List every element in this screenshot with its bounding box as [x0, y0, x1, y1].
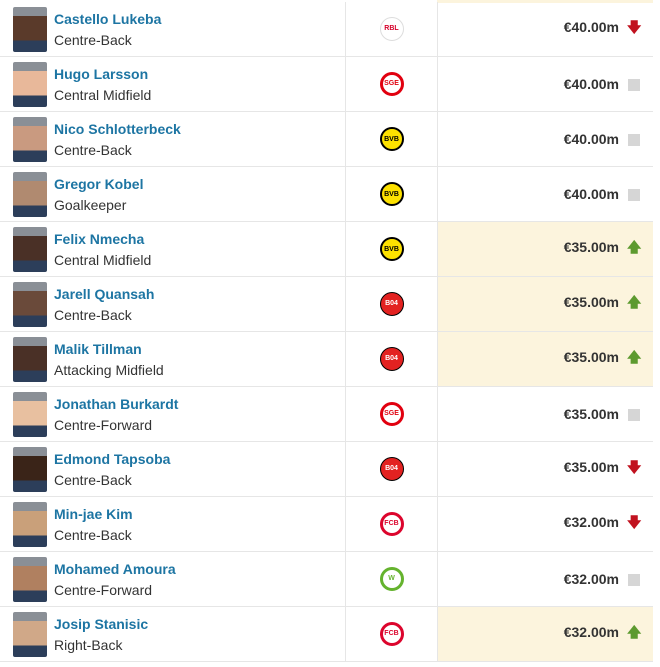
player-position: Central Midfield: [54, 86, 152, 103]
market-value[interactable]: €35.00m: [563, 406, 619, 422]
player-row: Malik Tillman Attacking Midfield B04 €35…: [0, 331, 653, 387]
market-value[interactable]: €35.00m: [563, 349, 619, 365]
market-value[interactable]: €40.00m: [563, 76, 619, 92]
player-row: Jonathan Burkardt Centre-Forward SGE €35…: [0, 386, 653, 442]
market-value[interactable]: €40.00m: [563, 186, 619, 202]
player-name-link[interactable]: Josip Stanisic: [54, 615, 149, 632]
player-row: Josip Stanisic Right-Back FCB €32.00m 🡅: [0, 606, 653, 662]
club-crest-icon[interactable]: BVB: [379, 237, 404, 261]
market-value[interactable]: €40.00m: [563, 19, 619, 35]
player-position: Centre-Back: [54, 526, 132, 543]
trend-unchanged-icon: [628, 189, 640, 202]
player-photo[interactable]: [13, 281, 47, 327]
player-photo[interactable]: [13, 391, 47, 437]
player-row: Mohamed Amoura Centre-Forward W €32.00m: [0, 551, 653, 607]
market-value[interactable]: €35.00m: [563, 294, 619, 310]
player-row: Min-jae Kim Centre-Back FCB €32.00m 🡇: [0, 496, 653, 552]
player-position: Central Midfield: [54, 251, 152, 268]
player-name-link[interactable]: Min-jae Kim: [54, 505, 133, 522]
club-crest-icon[interactable]: FCB: [379, 512, 404, 536]
player-name-link[interactable]: Felix Nmecha: [54, 230, 145, 247]
player-name-link[interactable]: Malik Tillman: [54, 340, 142, 357]
trend-unchanged-icon: [628, 409, 640, 422]
player-name-link[interactable]: Mohamed Amoura: [54, 560, 176, 577]
player-row: Hugo Larsson Central Midfield SGE €40.00…: [0, 56, 653, 112]
player-name-link[interactable]: Jonathan Burkardt: [54, 395, 179, 412]
player-name-link[interactable]: Hugo Larsson: [54, 65, 149, 82]
trend-up-icon: 🡅: [627, 294, 642, 310]
club-crest-icon[interactable]: FCB: [379, 622, 404, 646]
club-crest-icon[interactable]: B04: [379, 457, 404, 481]
trend-down-icon: 🡇: [627, 19, 642, 35]
player-row: Jarell Quansah Centre-Back B04 €35.00m 🡅: [0, 276, 653, 332]
player-photo[interactable]: [13, 501, 47, 547]
player-photo[interactable]: [13, 611, 47, 657]
player-position: Attacking Midfield: [54, 361, 164, 378]
trend-down-icon: 🡇: [627, 459, 642, 475]
player-position: Centre-Back: [54, 141, 132, 158]
market-value[interactable]: €35.00m: [563, 459, 619, 475]
player-position: Centre-Forward: [54, 416, 153, 433]
trend-down-icon: 🡇: [627, 514, 642, 530]
player-photo[interactable]: [13, 6, 47, 52]
player-photo[interactable]: [13, 226, 47, 272]
club-crest-icon[interactable]: B04: [379, 292, 404, 316]
player-photo[interactable]: [13, 556, 47, 602]
player-row: Felix Nmecha Central Midfield BVB €35.00…: [0, 221, 653, 277]
player-position: Goalkeeper: [54, 196, 127, 213]
previous-row-highlight: [437, 0, 653, 3]
trend-unchanged-icon: [628, 134, 640, 147]
player-position: Centre-Back: [54, 306, 132, 323]
trend-up-icon: 🡅: [627, 624, 642, 640]
player-name-link[interactable]: Edmond Tapsoba: [54, 450, 171, 467]
market-value[interactable]: €35.00m: [563, 239, 619, 255]
market-value[interactable]: €32.00m: [563, 571, 619, 587]
trend-unchanged-icon: [628, 574, 640, 587]
club-crest-icon[interactable]: SGE: [379, 72, 404, 96]
club-crest-icon[interactable]: BVB: [379, 127, 404, 151]
player-row: Gregor Kobel Goalkeeper BVB €40.00m: [0, 166, 653, 222]
player-name-link[interactable]: Jarell Quansah: [54, 285, 155, 302]
club-crest-icon[interactable]: RBL: [379, 17, 404, 41]
market-value[interactable]: €40.00m: [563, 131, 619, 147]
club-crest-icon[interactable]: SGE: [379, 402, 404, 426]
trend-unchanged-icon: [628, 79, 640, 92]
player-name-link[interactable]: Castello Lukeba: [54, 10, 162, 27]
player-position: Centre-Forward: [54, 581, 153, 598]
player-row: Nico Schlotterbeck Centre-Back BVB €40.0…: [0, 111, 653, 167]
player-position: Centre-Back: [54, 31, 132, 48]
market-value[interactable]: €32.00m: [563, 624, 619, 640]
player-row: Castello Lukeba Centre-Back RBL €40.00m 🡇: [0, 2, 653, 57]
player-name-link[interactable]: Nico Schlotterbeck: [54, 120, 181, 137]
player-position: Centre-Back: [54, 471, 132, 488]
player-name-link[interactable]: Gregor Kobel: [54, 175, 144, 192]
player-row: Edmond Tapsoba Centre-Back B04 €35.00m 🡇: [0, 441, 653, 497]
player-position: Right-Back: [54, 636, 123, 653]
market-value[interactable]: €32.00m: [563, 514, 619, 530]
club-crest-icon[interactable]: BVB: [379, 182, 404, 206]
player-photo[interactable]: [13, 446, 47, 492]
trend-up-icon: 🡅: [627, 349, 642, 365]
player-photo[interactable]: [13, 61, 47, 107]
club-crest-icon[interactable]: B04: [379, 347, 404, 371]
club-crest-icon[interactable]: W: [379, 567, 404, 591]
player-photo[interactable]: [13, 336, 47, 382]
trend-up-icon: 🡅: [627, 239, 642, 255]
player-photo[interactable]: [13, 171, 47, 217]
player-photo[interactable]: [13, 116, 47, 162]
